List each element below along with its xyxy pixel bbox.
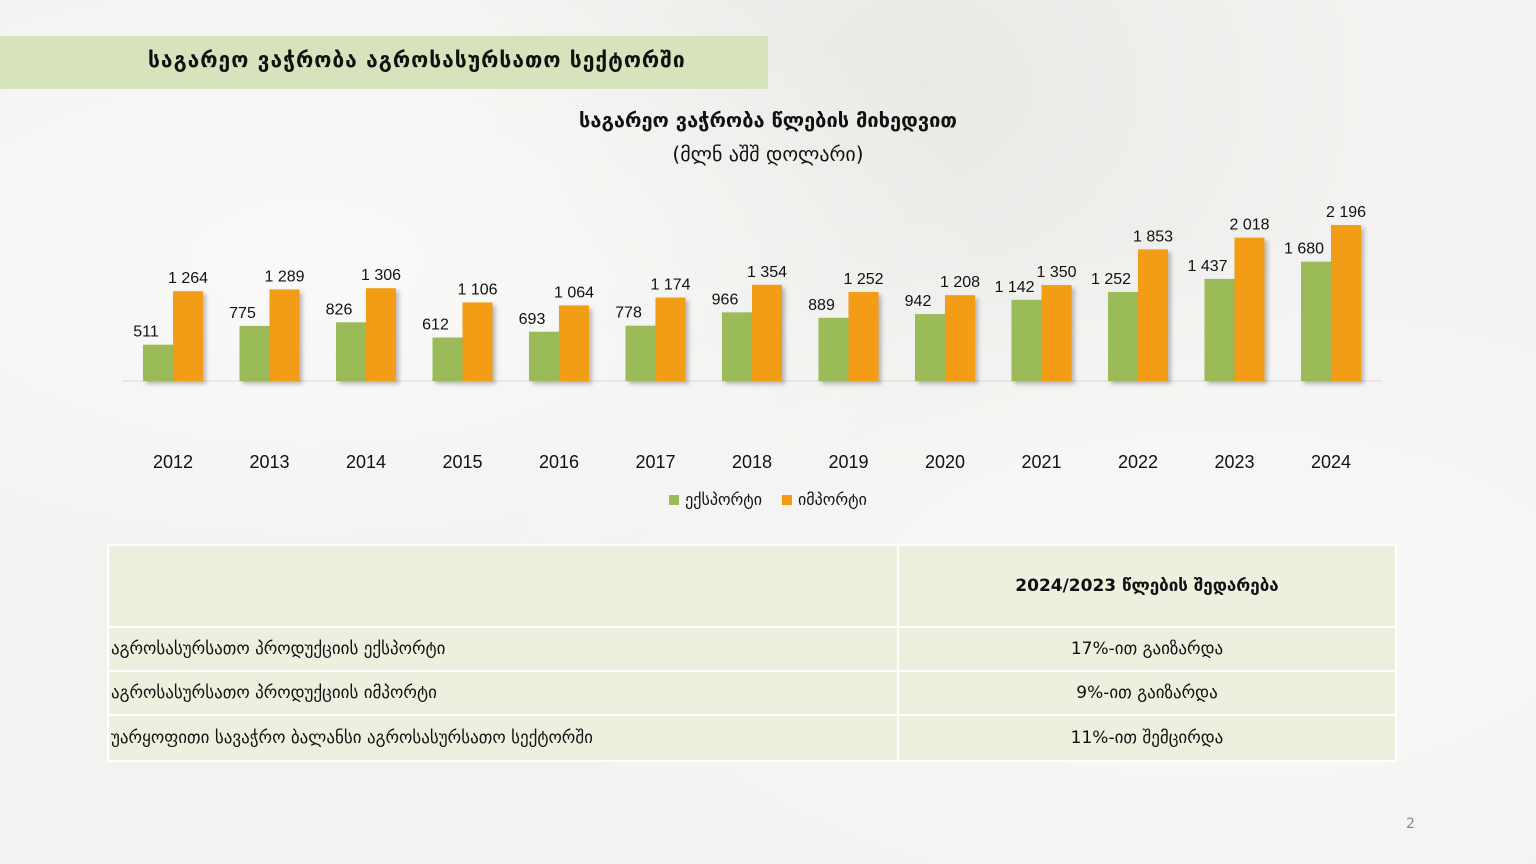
x-tick-label: 2012 [153,452,193,472]
x-tick-label: 2017 [635,452,675,472]
x-tick-label: 2018 [732,452,772,472]
comparison-table: 2024/2023 წლების შედარება აგროსასურსათო … [107,544,1397,762]
bar-import [1234,237,1265,381]
x-tick-label: 2021 [1021,452,1061,472]
data-label-import: 2 196 [1326,204,1366,221]
chart-title: საგარეო ვაჭრობა წლების მიხედვით [579,108,957,132]
data-label-export: 826 [326,301,353,318]
slide-title: საგარეო ვაჭრობა აგროსასურსათო სექტორში [148,48,686,72]
table-header-row: 2024/2023 წლების შედარება [107,544,1397,628]
legend-item-export: ექსპორტი [669,490,762,509]
bar-export [529,331,559,381]
x-tick-label: 2022 [1118,452,1158,472]
data-label-export: 1 142 [994,279,1034,296]
bar-export [625,325,656,381]
legend-swatch-import [782,494,793,505]
x-tick-label: 2020 [925,452,965,472]
data-label-import: 1 064 [554,284,594,301]
bar-import [1331,225,1361,381]
data-label-export: 1 252 [1091,271,1131,288]
bar-export [1011,299,1042,381]
data-label-export: 966 [712,291,739,308]
bar-import [1041,285,1072,381]
data-label-export: 511 [133,324,159,341]
x-tick-label: 2019 [828,452,868,472]
data-label-import: 1 252 [843,271,883,288]
data-label-import: 1 350 [1036,264,1076,281]
bar-import [462,302,493,381]
data-label-import: 1 306 [361,267,401,284]
bar-export [1204,278,1235,381]
bar-import [173,291,203,381]
bar-import [559,305,589,381]
x-tick-label: 2015 [442,452,482,472]
x-tick-label: 2024 [1311,452,1351,472]
header-band [0,36,768,89]
legend-swatch-export [669,494,680,505]
bar-export [1108,292,1138,381]
data-label-import: 1 354 [747,264,787,281]
bar-import [366,288,396,381]
table-row: აგროსასურსათო პროდუქციის იმპორტი 9%-ით გ… [107,670,1397,716]
bar-export [143,344,173,381]
data-label-import: 1 264 [168,270,208,287]
data-label-export: 775 [229,305,256,322]
bar-import [655,297,686,381]
legend-item-import: იმპორტი [782,490,867,509]
table-header-label [107,544,899,628]
table-row: აგროსასურსათო პროდუქციის ექსპორტი 17%-ით… [107,626,1397,672]
bar-export [818,317,849,381]
data-label-import: 1 106 [457,281,497,298]
x-tick-label: 2016 [539,452,579,472]
data-label-import: 1 174 [650,277,690,294]
x-tick-label: 2023 [1214,452,1254,472]
x-tick-label: 2013 [249,452,289,472]
row-value: 17%-ით გაიზარდა [897,626,1397,672]
bar-import [1138,249,1168,381]
bar-export [336,322,366,381]
row-label: აგროსასურსათო პროდუქციის იმპორტი [107,670,899,716]
data-label-export: 778 [615,305,642,322]
bar-export [722,312,752,381]
x-tick-label: 2014 [346,452,386,472]
bar-export [1301,261,1331,381]
data-label-import: 1 853 [1133,228,1173,245]
table-row: უარყოფითი სავაჭრო ბალანსი აგროსასურსათო … [107,714,1397,762]
data-label-import: 2 018 [1229,217,1269,234]
bar-export [915,314,945,381]
data-label-export: 693 [519,311,546,328]
legend-label-import: იმპორტი [798,490,867,509]
bar-import [752,284,782,381]
row-value: 11%-ით შემცირდა [897,714,1397,762]
row-label: აგროსასურსათო პროდუქციის ექსპორტი [107,626,899,672]
page-number: 2 [1406,816,1415,832]
data-label-export: 889 [808,297,835,314]
bar-export [432,337,463,381]
chart-subtitle: (მლნ აშშ დოლარი) [672,142,864,166]
data-label-export: 1 437 [1187,258,1227,275]
data-label-import: 1 208 [940,274,980,291]
legend-label-export: ექსპორტი [685,490,763,509]
bar-export [239,325,270,381]
data-label-import: 1 289 [264,268,304,285]
data-label-export: 612 [422,317,449,334]
data-label-export: 1 680 [1284,241,1324,258]
table-header-value: 2024/2023 წლების შედარება [897,544,1397,628]
chart-legend: ექსპორტი იმპორტი [0,490,1536,509]
row-value: 9%-ით გაიზარდა [897,670,1397,716]
bar-import [269,289,300,381]
data-label-export: 942 [905,293,932,310]
bar-import [848,292,879,381]
row-label: უარყოფითი სავაჭრო ბალანსი აგროსასურსათო … [107,714,899,762]
bar-import [945,295,975,381]
